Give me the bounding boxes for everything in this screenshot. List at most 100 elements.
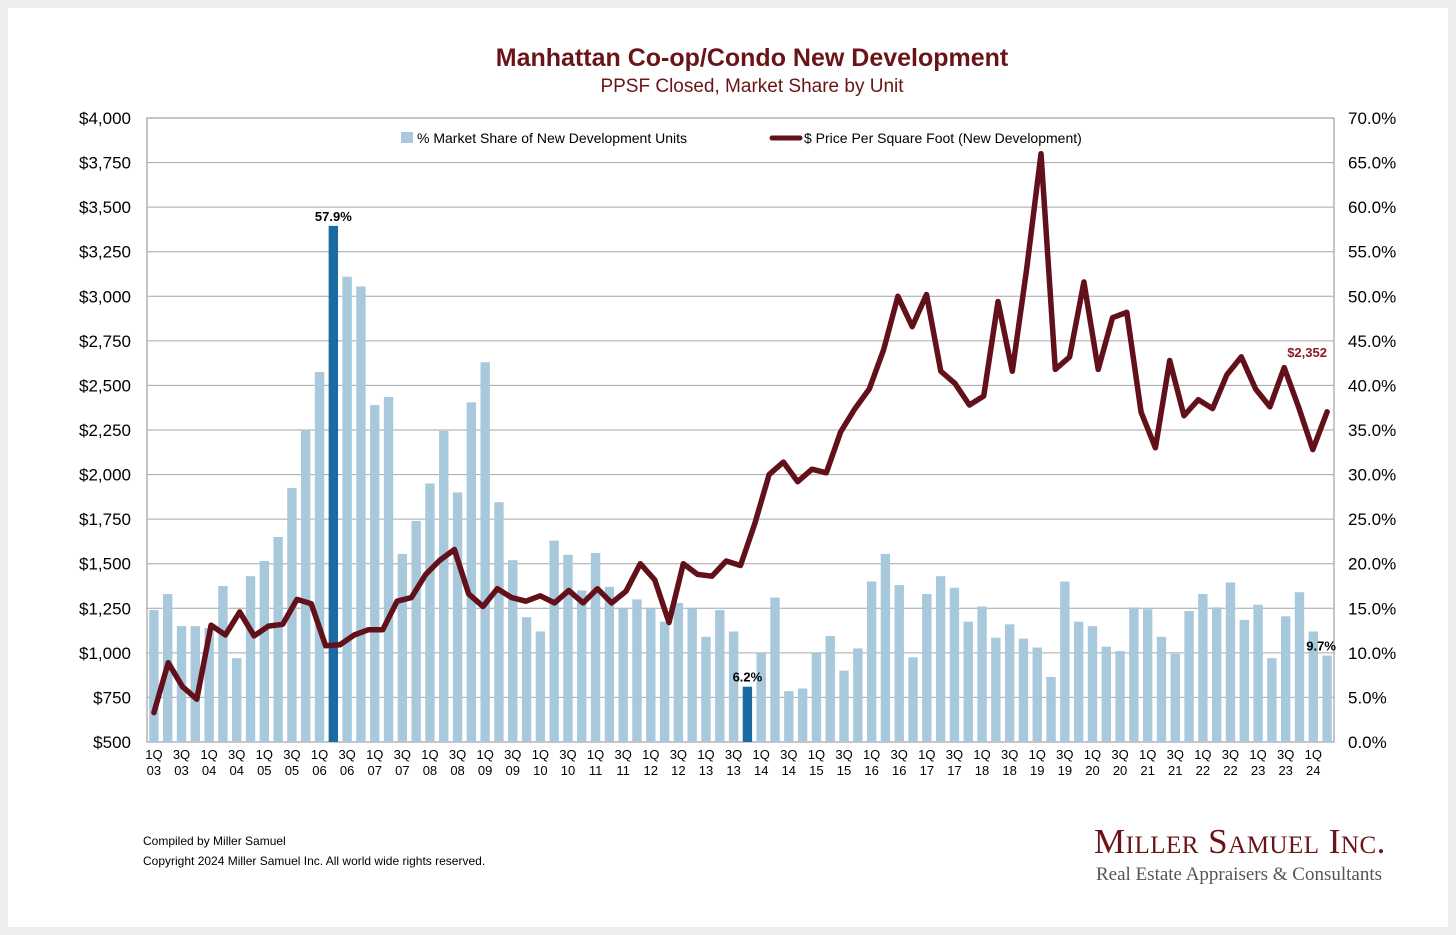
x-tick-label-quarter: 1Q <box>808 747 825 762</box>
x-tick-label-quarter: 3Q <box>1277 747 1294 762</box>
bar-market-share <box>756 652 766 742</box>
bar-market-share <box>590 553 601 742</box>
x-tick-label-quarter: 1Q <box>476 747 493 762</box>
x-tick-label-quarter: 1Q <box>863 747 880 762</box>
chart-title: Manhattan Co-op/Condo New Development <box>495 44 1009 72</box>
x-tick-label-year: 03 <box>174 763 188 778</box>
bar-market-share <box>466 402 477 742</box>
x-tick-label-year: 15 <box>809 763 823 778</box>
x-tick-label-quarter: 3Q <box>780 747 797 762</box>
x-tick-label-year: 24 <box>1306 763 1320 778</box>
x-tick-label-quarter: 1Q <box>311 747 328 762</box>
bar-market-share <box>1060 581 1070 742</box>
bar-market-share <box>1142 609 1153 742</box>
right-axis-tick-label: 30.0% <box>1348 466 1396 485</box>
bar-market-share <box>1115 651 1125 742</box>
x-tick-label-year: 19 <box>1030 763 1044 778</box>
left-axis-tick-label: $2,750 <box>79 332 131 351</box>
bar-market-share <box>245 576 256 742</box>
x-tick-label-year: 06 <box>340 763 354 778</box>
bar-market-share <box>811 652 822 742</box>
bar-data-label: 6.2% <box>733 670 763 685</box>
bar-market-share <box>521 617 532 742</box>
x-tick-label-quarter: 3Q <box>504 747 521 762</box>
bar-market-share <box>342 276 352 742</box>
x-tick-label-quarter: 3Q <box>173 747 190 762</box>
legend-label-bars: % Market Share of New Development Units <box>417 130 687 146</box>
x-tick-label-year: 07 <box>395 763 409 778</box>
bar-market-share <box>356 286 366 742</box>
left-axis-tick-label: $1,000 <box>79 644 131 663</box>
x-tick-label-year: 23 <box>1251 763 1265 778</box>
bar-market-share <box>742 686 753 742</box>
line-price-per-square-foot <box>151 150 1330 716</box>
bar-market-share <box>894 585 904 742</box>
x-tick-label-quarter: 1Q <box>642 747 659 762</box>
bar-market-share <box>563 554 573 742</box>
right-axis-tick-label: 5.0% <box>1348 688 1387 707</box>
bar-market-share <box>577 590 587 742</box>
x-tick-label-year: 07 <box>368 763 382 778</box>
x-tick-label-year: 14 <box>782 763 796 778</box>
bar-market-share <box>797 688 808 742</box>
x-tick-label-year: 08 <box>423 763 437 778</box>
bar-market-share <box>535 631 546 742</box>
right-axis-tick-label: 25.0% <box>1348 510 1396 529</box>
x-tick-label-quarter: 3Q <box>946 747 963 762</box>
x-tick-label-quarter: 1Q <box>1084 747 1101 762</box>
bar-market-share <box>880 553 891 742</box>
x-tick-label-quarter: 3Q <box>559 747 576 762</box>
x-tick-label-year: 13 <box>699 763 713 778</box>
bar-market-share <box>273 536 283 742</box>
bar-market-share <box>1018 638 1029 742</box>
bar-market-share <box>604 586 615 742</box>
bar-market-share <box>715 610 725 742</box>
x-tick-label-quarter: 1Q <box>1139 747 1156 762</box>
x-tick-label-year: 18 <box>1002 763 1016 778</box>
compiled-note: Compiled by Miller Samuel <box>143 834 286 848</box>
x-tick-label-year: 22 <box>1223 763 1237 778</box>
x-tick-label-year: 13 <box>726 763 740 778</box>
bar-market-share <box>1156 636 1167 742</box>
right-axis-tick-label: 10.0% <box>1348 644 1396 663</box>
x-tick-label-quarter: 1Q <box>366 747 383 762</box>
bar-market-share <box>1322 655 1332 742</box>
brand-logo-name: Miller Samuel Inc. <box>1094 822 1386 861</box>
chart-frame <box>8 8 1448 927</box>
bar-market-share <box>218 586 228 742</box>
bar-market-share <box>977 606 987 742</box>
bar-market-share <box>949 587 960 742</box>
copyright-note: Copyright 2024 Miller Samuel Inc. All wo… <box>143 854 486 868</box>
x-tick-label-quarter: 1Q <box>1029 747 1046 762</box>
bar-market-share <box>784 691 794 742</box>
x-tick-label-year: 15 <box>837 763 851 778</box>
right-axis-tick-label: 65.0% <box>1348 154 1396 173</box>
bar-market-share <box>1198 594 1208 742</box>
x-tick-label-year: 20 <box>1085 763 1099 778</box>
right-axis-tick-label: 0.0% <box>1348 733 1387 752</box>
bar-market-share <box>1280 616 1291 742</box>
left-axis-tick-label: $1,250 <box>79 599 131 618</box>
bar-market-share <box>1032 647 1042 742</box>
x-tick-label-year: 05 <box>285 763 299 778</box>
bar-market-share <box>1253 604 1263 742</box>
bar-market-share <box>149 610 159 742</box>
x-tick-label-year: 09 <box>506 763 520 778</box>
bar-market-share <box>1294 592 1305 742</box>
x-tick-label-quarter: 3Q <box>891 747 908 762</box>
legend-swatch-bars <box>401 132 413 143</box>
x-tick-label-year: 11 <box>589 763 603 778</box>
line-end-value-label: $2,352 <box>1287 345 1327 360</box>
bar-data-label: 57.9% <box>315 209 352 224</box>
x-tick-label-quarter: 1Q <box>918 747 935 762</box>
bar-market-share <box>853 648 863 742</box>
x-tick-label-year: 23 <box>1278 763 1292 778</box>
x-tick-label-quarter: 3Q <box>835 747 852 762</box>
right-axis-tick-label: 45.0% <box>1348 332 1396 351</box>
bar-market-share <box>728 631 739 742</box>
bar-market-share <box>1046 676 1056 742</box>
bar-market-share <box>701 636 711 742</box>
bar-market-share <box>632 599 642 742</box>
left-axis-tick-label: $3,750 <box>79 154 131 173</box>
